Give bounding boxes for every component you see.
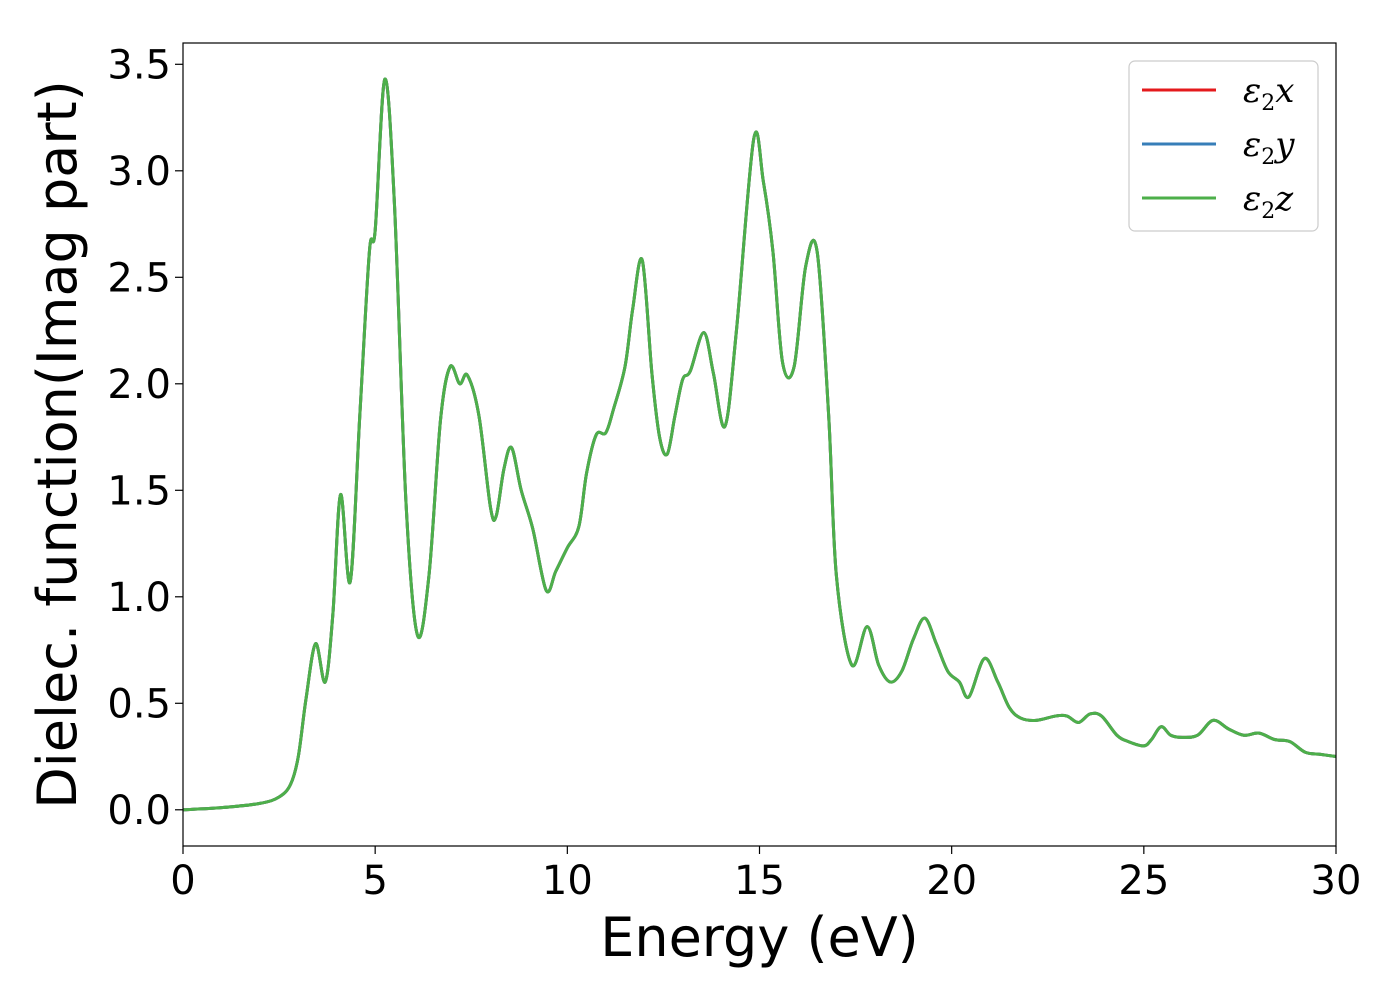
y-tick-label: 2.5 (107, 255, 171, 301)
series-layer (183, 77, 1336, 812)
y-tick-label: 3.5 (107, 42, 171, 88)
legend-component: z (1274, 179, 1294, 219)
legend-symbol: ε (1243, 179, 1261, 219)
legend-entry-x: ε2x (1243, 71, 1294, 116)
x-tick-label: 20 (926, 858, 977, 904)
series-line-z (183, 77, 1336, 812)
x-axis: 0 5 10 15 20 25 30 (170, 846, 1361, 904)
x-tick-label: 30 (1311, 858, 1362, 904)
x-tick-label: 15 (734, 858, 785, 904)
legend-component: x (1275, 71, 1294, 111)
y-tick-label: 2.0 (107, 362, 171, 408)
y-tick-label: 0.0 (107, 788, 171, 834)
legend-box (1128, 60, 1319, 232)
legend-entry-y: ε2y (1243, 125, 1295, 170)
x-tick-label: 10 (542, 858, 593, 904)
y-tick-label: 0.5 (107, 681, 171, 727)
legend-subscript: 2 (1261, 91, 1275, 116)
y-tick-label: 1.5 (107, 468, 171, 514)
y-axis-label: Dielec. function(Imag part) (26, 80, 89, 809)
x-tick-label: 0 (170, 858, 195, 904)
x-tick-label: 25 (1118, 858, 1169, 904)
legend-symbol: ε (1243, 125, 1261, 165)
y-tick-label: 3.0 (107, 149, 171, 195)
legend-subscript: 2 (1261, 199, 1275, 224)
legend-entry-z: ε2z (1243, 179, 1294, 224)
y-tick-label: 1.0 (107, 575, 171, 621)
legend-component: y (1273, 125, 1295, 165)
x-tick-label: 5 (362, 858, 387, 904)
legend-symbol: ε (1243, 71, 1261, 111)
y-axis: 0.0 0.5 1.0 1.5 2.0 2.5 3.0 3.5 (107, 42, 183, 834)
legend-subscript: 2 (1261, 145, 1275, 170)
x-axis-label: Energy (eV) (600, 906, 919, 969)
